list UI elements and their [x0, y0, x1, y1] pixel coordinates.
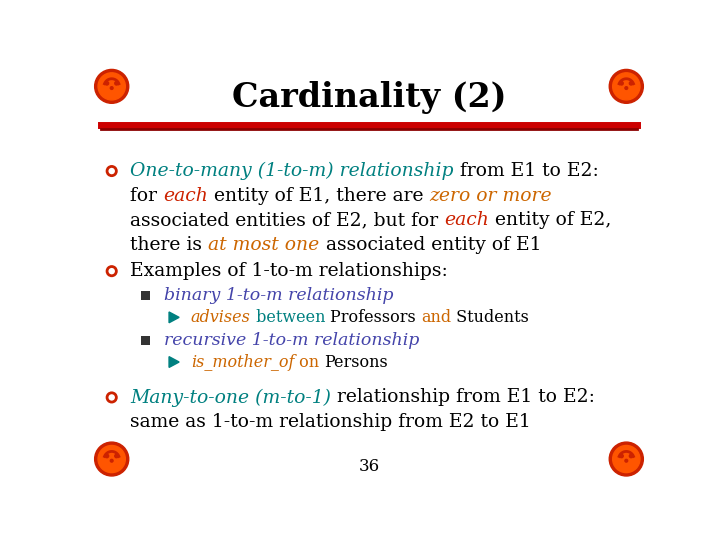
- Text: relationship from E1 to E2:: relationship from E1 to E2:: [331, 388, 595, 407]
- Text: between: between: [251, 309, 330, 326]
- Text: Cardinality (2): Cardinality (2): [232, 80, 506, 113]
- Circle shape: [105, 82, 109, 85]
- Circle shape: [98, 73, 125, 100]
- Circle shape: [609, 442, 644, 476]
- Text: entity of E2,: entity of E2,: [490, 211, 612, 230]
- Text: recursive 1-to-m relationship: recursive 1-to-m relationship: [164, 332, 420, 349]
- Text: same as 1-to-m relationship from E2 to E1: same as 1-to-m relationship from E2 to E…: [130, 413, 531, 431]
- Circle shape: [629, 82, 633, 85]
- Circle shape: [110, 460, 113, 462]
- Circle shape: [114, 82, 118, 85]
- Text: for: for: [130, 187, 163, 205]
- Circle shape: [620, 82, 624, 85]
- Circle shape: [110, 87, 113, 90]
- Text: and: and: [421, 309, 451, 326]
- Text: zero or more: zero or more: [430, 187, 552, 205]
- Polygon shape: [169, 356, 179, 367]
- Text: there is: there is: [130, 236, 208, 254]
- Circle shape: [98, 446, 125, 472]
- Circle shape: [94, 442, 129, 476]
- Text: associated entity of E1: associated entity of E1: [320, 236, 541, 254]
- Text: Professors: Professors: [330, 309, 421, 326]
- Text: Persons: Persons: [325, 354, 388, 370]
- Text: each: each: [444, 211, 490, 230]
- Circle shape: [625, 460, 628, 462]
- Circle shape: [105, 454, 109, 458]
- Text: on: on: [294, 354, 325, 370]
- Text: each: each: [163, 187, 208, 205]
- Text: advises: advises: [191, 309, 251, 326]
- FancyBboxPatch shape: [141, 336, 150, 345]
- Circle shape: [629, 454, 633, 458]
- Circle shape: [609, 70, 644, 103]
- Text: entity of E1, there are: entity of E1, there are: [208, 187, 430, 205]
- Circle shape: [620, 454, 624, 458]
- Text: Examples of 1-to-m relationships:: Examples of 1-to-m relationships:: [130, 262, 448, 280]
- Circle shape: [625, 87, 628, 90]
- Text: at most one: at most one: [208, 236, 320, 254]
- Text: Many-to-one (m-to-1): Many-to-one (m-to-1): [130, 388, 331, 407]
- Circle shape: [613, 446, 640, 472]
- Polygon shape: [169, 312, 179, 323]
- FancyBboxPatch shape: [141, 291, 150, 300]
- Text: associated entities of E2, but for: associated entities of E2, but for: [130, 211, 444, 230]
- Text: is_mother_of: is_mother_of: [191, 354, 294, 370]
- Circle shape: [613, 73, 640, 100]
- Text: binary 1-to-m relationship: binary 1-to-m relationship: [164, 287, 394, 305]
- Text: Students: Students: [451, 309, 529, 326]
- Text: 36: 36: [359, 458, 379, 475]
- Circle shape: [114, 454, 118, 458]
- Circle shape: [94, 70, 129, 103]
- Text: from E1 to E2:: from E1 to E2:: [454, 162, 598, 180]
- Text: One-to-many (1-to-m) relationship: One-to-many (1-to-m) relationship: [130, 162, 454, 180]
